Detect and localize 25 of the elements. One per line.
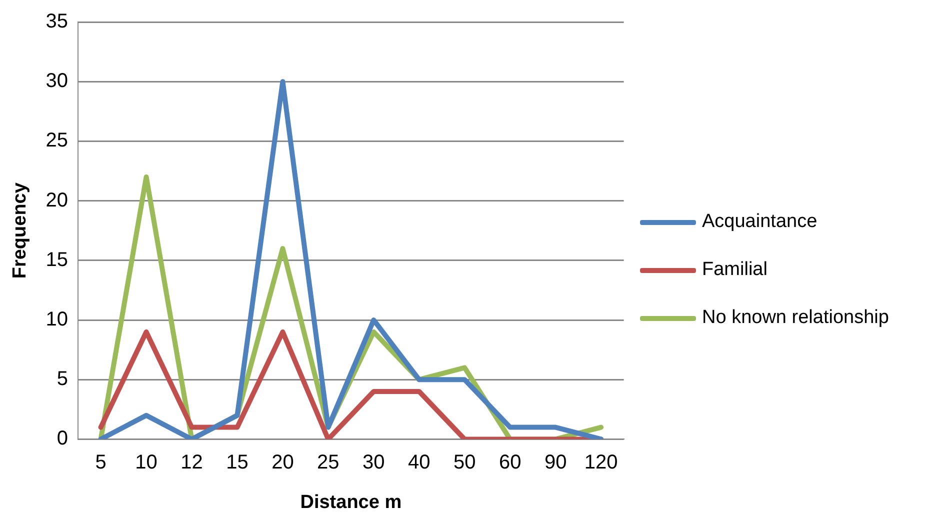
x-tick-label: 40 — [408, 452, 430, 474]
x-axis-title: Distance m — [300, 492, 402, 513]
x-tick-label: 15 — [226, 452, 248, 474]
legend-label: Familial — [702, 259, 768, 281]
y-tick-label: 25 — [46, 130, 68, 152]
x-tick-label: 30 — [362, 452, 385, 474]
x-tick-label: 120 — [584, 452, 618, 474]
y-tick-label: 35 — [46, 10, 68, 33]
x-tick-label: 20 — [272, 452, 294, 474]
x-tick-label: 90 — [544, 452, 567, 474]
x-tick-label: 10 — [135, 452, 158, 474]
y-tick-label: 20 — [46, 189, 68, 212]
y-tick-label: 0 — [56, 428, 68, 450]
y-tick-label: 10 — [46, 308, 68, 331]
x-tick-label: 5 — [95, 452, 106, 474]
legend-label: Acquaintance — [702, 211, 818, 233]
y-tick-label: 15 — [46, 248, 68, 271]
x-tick-label: 60 — [498, 452, 522, 474]
y-tick-label: 30 — [46, 70, 68, 92]
x-tick-label: 12 — [180, 452, 203, 474]
legend-label: No known relationship — [702, 307, 889, 329]
y-tick-label: 5 — [56, 368, 68, 390]
y-axis-title: Frequency — [10, 182, 31, 279]
x-tick-label: 50 — [454, 452, 476, 474]
x-tick-label: 25 — [317, 452, 340, 474]
